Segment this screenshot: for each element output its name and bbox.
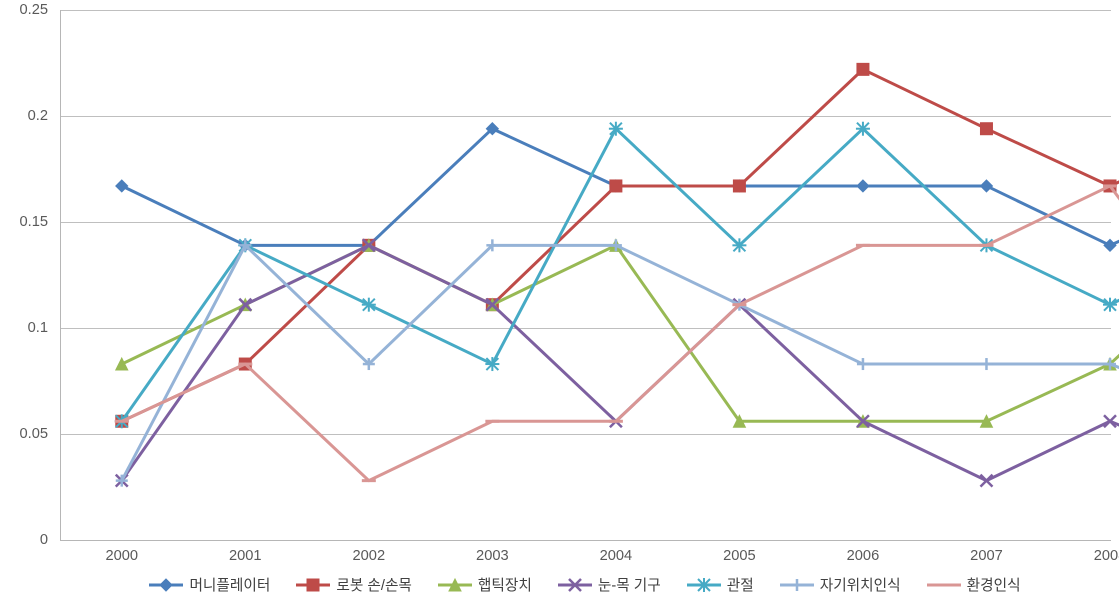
series-marker: [485, 357, 499, 371]
legend-swatch: [296, 578, 330, 592]
series-marker: [732, 238, 746, 252]
legend-swatch: [558, 578, 592, 592]
line-chart: 0 0.05 0.1 0.15 0.2 0.25 2000 2001 2002 2003 2004…: [0, 0, 1119, 602]
series-marker: [362, 298, 376, 312]
chart-legend: 머니플레이터 로봇 손/손목 햅틱장치 눈-목 기구 관절 자기위치인식 환경인식: [60, 574, 1110, 595]
series-marker: [980, 180, 992, 192]
legend-label: 머니플레이터: [189, 574, 270, 595]
legend-item: 머니플레이터: [149, 574, 270, 595]
series-marker: [1104, 239, 1116, 251]
y-tick-label: 0.2: [0, 108, 48, 124]
y-tick-label: 0.1: [0, 320, 48, 336]
series-line: [122, 245, 1119, 480]
y-tick-label: 0.25: [0, 2, 48, 18]
series-marker: [856, 122, 870, 136]
series-marker: [980, 475, 992, 487]
series-marker: [1104, 415, 1116, 427]
legend-label: 햅틱장치: [478, 574, 532, 595]
legend-item: 로봇 손/손목: [296, 574, 412, 595]
series-marker: [857, 358, 869, 370]
legend-label: 관절: [727, 574, 754, 595]
series-marker: [1103, 298, 1117, 312]
y-tick-label: 0.05: [0, 426, 48, 442]
legend-swatch: [687, 578, 721, 592]
x-tick-label: 2004: [600, 548, 633, 564]
x-tick-label: 2007: [970, 548, 1003, 564]
legend-item: 자기위치인식: [780, 574, 901, 595]
x-tick-label: 2005: [723, 548, 756, 564]
series-marker: [609, 122, 623, 136]
legend-label: 눈-목 기구: [598, 574, 661, 595]
x-tick-label: 2000: [105, 548, 138, 564]
y-tick-label: 0: [0, 532, 48, 548]
series-marker: [733, 180, 745, 192]
legend-swatch: [438, 578, 472, 592]
y-tick-label: 0.15: [0, 214, 48, 230]
x-tick-label: 2006: [847, 548, 880, 564]
chart-svg: [0, 0, 1119, 602]
legend-swatch: [780, 578, 814, 592]
legend-item: 햅틱장치: [438, 574, 532, 595]
x-tick-label: 2001: [229, 548, 262, 564]
legend-label: 로봇 손/손목: [336, 574, 412, 595]
legend-label: 환경인식: [967, 574, 1021, 595]
series-marker: [857, 180, 869, 192]
legend-swatch: [149, 578, 183, 592]
x-tick-label: 2003: [476, 548, 509, 564]
series-marker: [980, 123, 992, 135]
series-marker: [857, 63, 869, 75]
series-marker: [116, 180, 128, 192]
legend-label: 자기위치인식: [820, 574, 901, 595]
legend-swatch: [927, 578, 961, 592]
series-marker: [116, 358, 128, 370]
series-marker: [980, 358, 992, 370]
x-tick-label: 2008: [1094, 548, 1119, 564]
series-marker: [610, 180, 622, 192]
x-tick-label: 2002: [353, 548, 386, 564]
legend-item: 관절: [687, 574, 754, 595]
series-line: [122, 129, 1119, 422]
legend-item: 눈-목 기구: [558, 574, 661, 595]
legend-item: 환경인식: [927, 574, 1021, 595]
